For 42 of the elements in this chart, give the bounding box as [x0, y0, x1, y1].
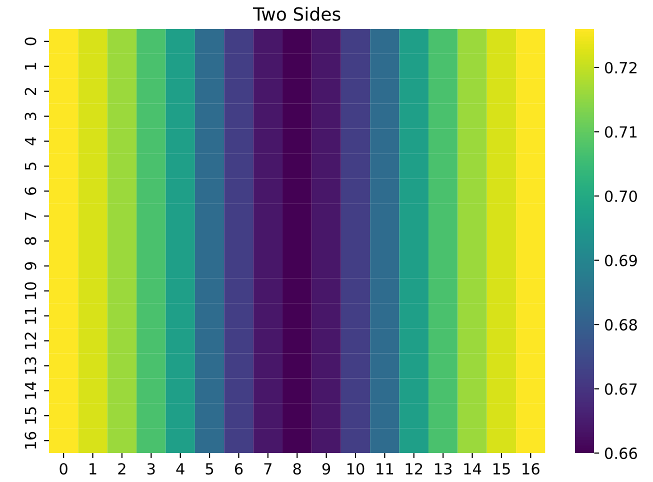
x-tick-label: 16 [522, 463, 540, 475]
y-tick-label: 5 [24, 162, 36, 170]
color-bar-label: 0.72 [604, 62, 636, 74]
x-tick-label: 2 [118, 463, 126, 474]
x-tick-label: 13 [435, 463, 452, 475]
y-tick-label: 7 [24, 212, 36, 220]
y-tick-label: 15 [24, 407, 36, 424]
x-tick-label: 4 [176, 463, 184, 474]
color-bar-label: 0.71 [604, 126, 637, 138]
y-tick-label: 8 [24, 237, 36, 245]
color-bar-label: 0.67 [604, 383, 637, 395]
y-tick-label: 6 [24, 187, 36, 195]
y-tick-label: 9 [24, 262, 36, 270]
y-tick-label: 3 [24, 112, 36, 120]
y-tick-label: 10 [24, 282, 36, 299]
y-tick-label: 11 [24, 308, 36, 324]
y-tick-label: 12 [24, 332, 36, 349]
x-tick-label: 0 [60, 463, 68, 475]
x-tick-label: 9 [322, 463, 330, 475]
y-tick-label: 16 [24, 432, 36, 449]
x-tick-label: 7 [264, 463, 272, 474]
y-tick-label: 2 [24, 88, 36, 96]
x-tick-label: 8 [293, 463, 301, 475]
y-tick-label: 13 [24, 357, 36, 374]
x-tick-label: 3 [147, 463, 155, 475]
x-tick-label: 15 [493, 463, 510, 475]
x-tick-label: 11 [376, 463, 394, 474]
y-tick-label: 1 [24, 62, 36, 70]
x-tick-label: 6 [234, 463, 243, 475]
x-tick-label: 5 [206, 463, 214, 475]
color-bar-label: 0.70 [604, 190, 637, 202]
chart-title: Two Sides [253, 6, 340, 21]
color-bar-label: 0.66 [604, 448, 638, 460]
x-tick-label: 10 [347, 463, 364, 475]
color-bar-label: 0.69 [604, 254, 637, 266]
x-tick-label: 12 [406, 463, 422, 474]
color-bar-label: 0.68 [604, 319, 637, 331]
y-tick-label: 0 [24, 38, 36, 46]
x-tick-label: 14 [464, 463, 482, 474]
y-tick-label: 14 [24, 382, 36, 399]
x-tick-label: 1 [90, 463, 96, 474]
y-tick-label: 4 [24, 137, 36, 146]
